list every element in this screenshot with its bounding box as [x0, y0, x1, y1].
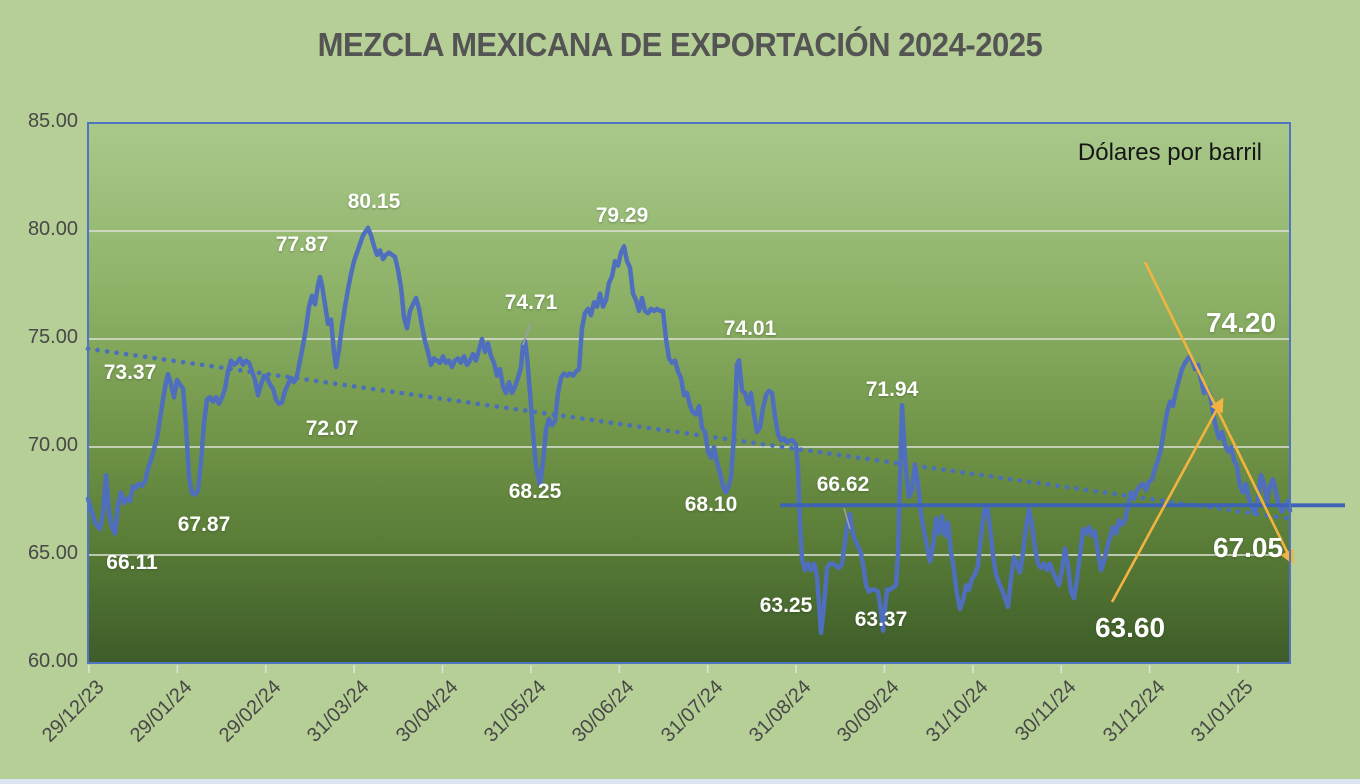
plot-frame — [87, 122, 1291, 664]
data-label: 68.10 — [684, 493, 738, 516]
trend-arrow-up — [1110, 397, 1224, 603]
data-label: 66.11 — [106, 551, 158, 574]
trend-arrow-down — [1143, 261, 1294, 565]
y-axis-label: 80.00 — [27, 218, 78, 240]
price-series-line — [85, 225, 1293, 636]
y-axis-label: 60.00 — [27, 650, 78, 672]
y-axis-label: 75.00 — [27, 326, 78, 348]
data-label: 72.07 — [305, 417, 359, 440]
label-leader-line — [843, 507, 851, 530]
window-edge-strip — [0, 779, 1360, 784]
y-axis-label: 65.00 — [27, 542, 78, 564]
data-label: 74.01 — [723, 317, 777, 340]
data-label: 71.94 — [865, 378, 919, 401]
data-label: 68.25 — [508, 480, 562, 503]
data-label-major: 67.05 — [1212, 532, 1284, 563]
data-label: 66.62 — [816, 473, 870, 496]
data-label-major: 74.20 — [1205, 307, 1277, 338]
data-label: 67.87 — [177, 513, 231, 536]
data-label: 73.37 — [103, 361, 157, 384]
y-axis-label: 85.00 — [27, 110, 78, 132]
data-label: 80.15 — [347, 190, 401, 213]
chart-title: MEZCLA MEXICANA DE EXPORTACIÓN 2024-2025 — [317, 26, 1043, 63]
y-axis-label: 70.00 — [27, 434, 78, 456]
data-label: 77.87 — [275, 233, 329, 256]
data-label: 63.25 — [759, 594, 813, 617]
data-label: 63.37 — [854, 608, 908, 631]
data-label: 74.71 — [504, 291, 558, 314]
trendline-dotted — [85, 346, 1290, 521]
y-unit-label: Dólares por barril — [1077, 139, 1262, 166]
label-leader-line — [522, 323, 531, 346]
data-label-major: 63.60 — [1094, 612, 1166, 643]
data-label: 79.29 — [595, 204, 649, 227]
